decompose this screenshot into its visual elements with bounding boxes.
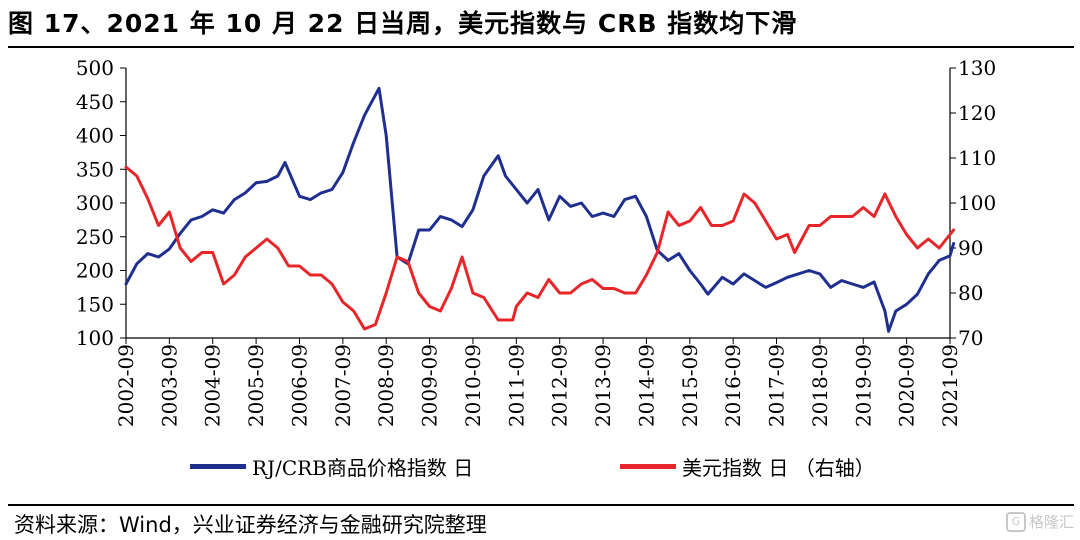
source-divider: [8, 504, 1074, 506]
x-tick-label: 2004-09: [201, 344, 225, 427]
x-tick-label: 2013-09: [591, 344, 615, 427]
left-y-tick-label: 450: [76, 90, 114, 114]
left-y-tick-label: 250: [76, 225, 114, 249]
watermark-logo-icon: G: [1005, 511, 1026, 532]
right-y-tick-label: 80: [958, 281, 983, 305]
left-y-tick-label: 100: [76, 326, 114, 350]
x-tick-label: 2007-09: [331, 344, 355, 427]
x-tick-label: 2016-09: [721, 344, 745, 427]
left-y-tick-label: 350: [76, 157, 114, 181]
source-note: 资料来源：Wind，兴业证券经济与金融研究院整理: [14, 513, 487, 537]
x-tick-label: 2005-09: [244, 344, 268, 427]
legend-label-usd: 美元指数 日 （右轴）: [682, 456, 875, 480]
left-y-tick-label: 300: [76, 191, 114, 215]
left-y-tick-label: 150: [76, 292, 114, 316]
watermark-text: 格隆汇: [1028, 513, 1074, 531]
series-line-crb: [124, 86, 956, 333]
title-divider: [8, 46, 1074, 48]
legend-swatch-usd: [620, 464, 676, 469]
legend-swatch-crb: [190, 464, 246, 469]
x-tick-label: 2002-09: [114, 344, 138, 427]
legend-label-crb: RJ/CRB商品价格指数 日: [252, 456, 474, 480]
x-tick-label: 2021-09: [938, 344, 962, 427]
x-tick-label: 2017-09: [765, 344, 789, 427]
right-y-tick-label: 100: [958, 191, 996, 215]
right-y-tick-label: 110: [958, 146, 996, 170]
left-y-tick-label: 200: [76, 259, 114, 283]
left-y-tick-label: 500: [76, 56, 114, 80]
right-y-tick-label: 90: [958, 236, 983, 260]
x-tick-label: 2019-09: [851, 344, 875, 427]
right-y-tick-label: 120: [958, 101, 996, 125]
x-tick-label: 2006-09: [287, 344, 311, 427]
right-y-tick-label: 70: [958, 326, 983, 350]
x-tick-label: 2014-09: [634, 344, 658, 427]
legend-item-usd: 美元指数 日 （右轴）: [620, 452, 875, 481]
left-y-tick-label: 400: [76, 124, 114, 148]
x-tick-label: 2012-09: [548, 344, 572, 427]
x-tick-label: 2015-09: [678, 344, 702, 427]
x-tick-label: 2008-09: [374, 344, 398, 427]
legend-item-crb: RJ/CRB商品价格指数 日: [190, 452, 473, 481]
watermark: G 格隆汇: [1005, 511, 1074, 532]
x-tick-label: 2018-09: [808, 344, 832, 427]
x-tick-label: 2010-09: [461, 344, 485, 427]
dual-axis-line-chart: 100 150 200 250 300 350 400 450 500 70 80 90 100 110 1…: [76, 56, 996, 427]
x-tick-label: 2011-09: [504, 344, 528, 427]
x-tick-label: 2009-09: [418, 344, 442, 427]
x-tick-label: 2020-09: [895, 344, 919, 427]
x-tick-label: 2003-09: [157, 344, 181, 427]
right-y-tick-label: 130: [958, 56, 996, 80]
series-line-usd: [124, 165, 956, 331]
figure-title: 图 17、2021 年 10 月 22 日当周，美元指数与 CRB 指数均下滑: [8, 9, 798, 38]
